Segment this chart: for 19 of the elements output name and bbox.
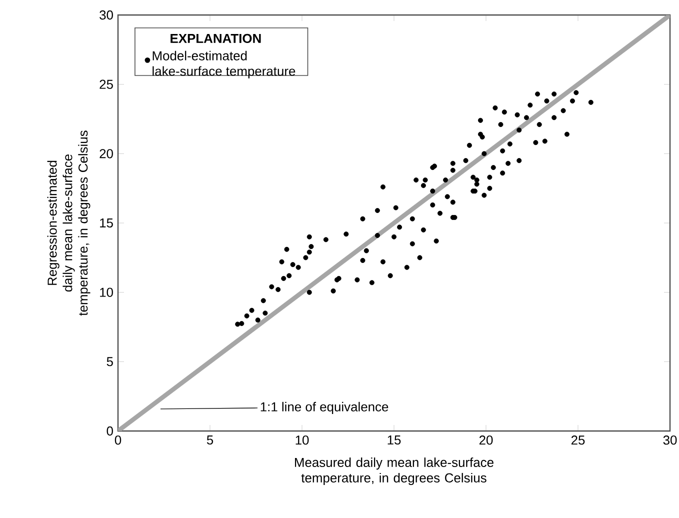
x-tick-label: 30: [663, 436, 677, 445]
annotation: 1:1 line of equivalence: [260, 402, 388, 414]
y-tick-label: 20: [100, 149, 113, 158]
y-tick-label: 0: [106, 426, 113, 436]
y-tick-label: 25: [100, 80, 113, 89]
y-tick-label: 10: [100, 288, 113, 297]
legend-label: Model-estimated lake-surface temperature: [152, 50, 296, 78]
x-tick-label: 15: [388, 436, 401, 445]
x-tick-label: 10: [296, 436, 309, 445]
x-tick-label: 25: [571, 436, 585, 445]
x-tick-label: 5: [206, 436, 214, 445]
y-tick-label: 30: [100, 10, 113, 20]
x-axis-title: Measured daily mean lake-surface temperature, in degrees Celsius: [295, 458, 494, 486]
y-axis-title: Regression-estimated daily mean lake-surface temperature, in degrees Celsius: [47, 130, 90, 316]
x-tick-label: 0: [114, 436, 122, 445]
legend-title: EXPLANATION: [170, 34, 261, 44]
y-tick-label: 5: [106, 357, 113, 366]
x-tick-label: 20: [479, 436, 493, 445]
y-tick-label: 15: [100, 218, 113, 228]
